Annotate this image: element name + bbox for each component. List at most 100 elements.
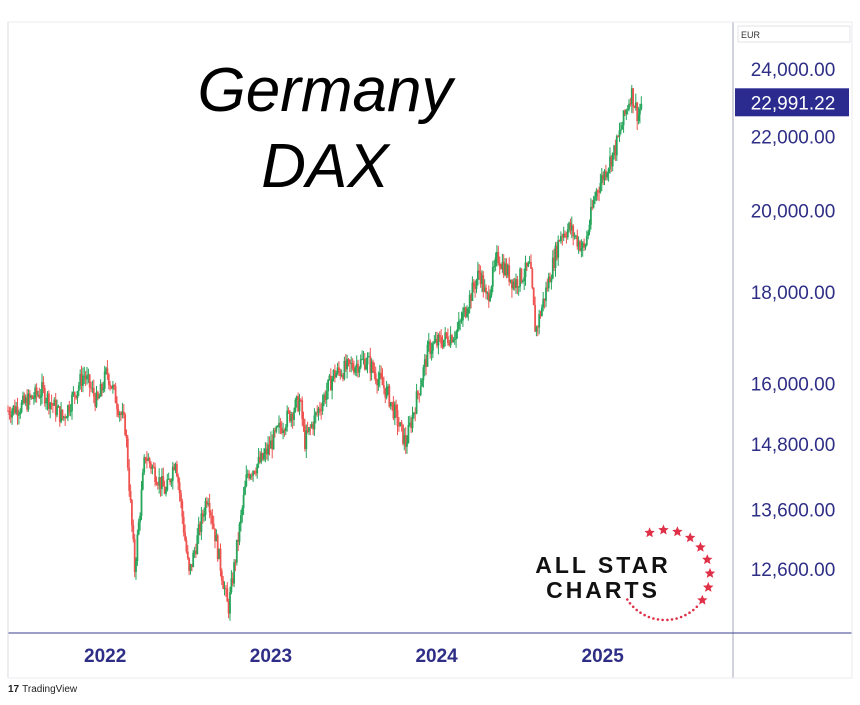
candle-body [124,414,126,435]
logo-line-1: ALL STAR [535,552,671,578]
candle-body [453,339,456,340]
chart-title-line-2: DAX [261,132,389,201]
candle-body [302,419,305,426]
candle-body [639,109,641,115]
candle-body [62,416,65,418]
candle-body [415,391,418,414]
candle-body [256,464,259,474]
candle-body [547,276,550,289]
candle-body [407,425,410,443]
candle-body [278,422,280,427]
candle-body [155,482,158,485]
tradingview-attribution: 17 TradingView [8,684,77,695]
candle-body [106,368,109,375]
candle-body [576,235,579,247]
logo-dot [639,611,642,614]
logo-dot [661,618,664,622]
candle-body [550,278,553,283]
candle-body [33,398,35,400]
candle-body [316,412,319,414]
candle-body [299,399,302,401]
time-axis: 2022 2023 2024 2025 [84,646,624,667]
candle-body [624,110,626,114]
candle-body [79,374,82,386]
candle-body [113,385,116,387]
candle-body [479,272,482,284]
candle-body [15,406,18,414]
logo-dot [652,617,655,620]
candle-body [406,442,408,447]
candle-body [64,416,67,419]
candle-body [478,270,481,273]
candle-body [438,335,441,337]
candle-body [80,374,83,386]
candle-body [133,539,136,572]
candle-body [49,402,52,409]
candle-body [102,388,105,391]
candle-body [210,512,212,516]
candle-body [554,245,557,268]
candle-body [422,367,425,381]
candle-body [354,367,357,373]
candle-body [191,564,193,567]
candle-body [176,463,178,477]
candle-body [293,411,295,420]
candle-body [274,430,276,432]
candle-body [400,422,403,425]
candle-body [178,482,181,494]
candle-body [590,206,592,225]
candle-body [126,438,129,468]
candle-body [474,287,476,289]
candle-body [120,413,122,415]
candle-body [310,424,313,428]
candle-body [460,320,463,322]
candle-body [67,405,69,418]
candle-body [287,410,290,412]
candle-body [603,170,606,180]
candle-body [103,371,106,389]
candle-body [161,476,163,489]
candle-body [566,229,569,238]
candle-body [94,396,97,407]
candle-body [137,522,140,535]
candle-body [418,393,421,395]
price-tick-label: 18,000.00 [751,283,836,304]
candle-body [152,466,155,468]
candle-body [207,503,210,505]
candle-body [467,308,470,314]
candle-body [132,525,135,540]
candle-body [410,422,412,429]
candle-body [263,454,265,460]
candle-body [551,257,554,279]
candle-body [147,458,150,461]
candle-body [358,367,361,373]
candle-body [92,387,95,397]
candle-body [366,356,369,365]
candle-body [241,508,244,516]
candle-body [143,457,146,473]
candle-body [272,430,275,450]
candle-body [447,336,449,344]
candle-body [579,241,581,251]
candle-body [393,404,396,419]
candle-body [497,251,500,263]
candle-body [20,402,23,412]
candle-body [298,399,301,412]
candle-body [509,279,512,282]
candle-body [411,414,414,429]
candle-body [568,222,570,230]
price-axis: 24,000.00 22,000.00 20,000.00 18,000.00 16,0… [751,60,836,581]
candle-body [265,448,268,455]
logo-dot [656,618,660,621]
candle-body [385,386,388,398]
logo-star [704,567,716,578]
candle-body [154,467,156,483]
candle-body [538,313,541,328]
price-tick-label: 14,800.00 [751,435,836,456]
candle-body [346,359,348,370]
candle-body [317,408,320,413]
candle-body [331,378,333,391]
candle-body [136,534,139,561]
candle-body [227,601,230,614]
candle-body [515,279,517,288]
